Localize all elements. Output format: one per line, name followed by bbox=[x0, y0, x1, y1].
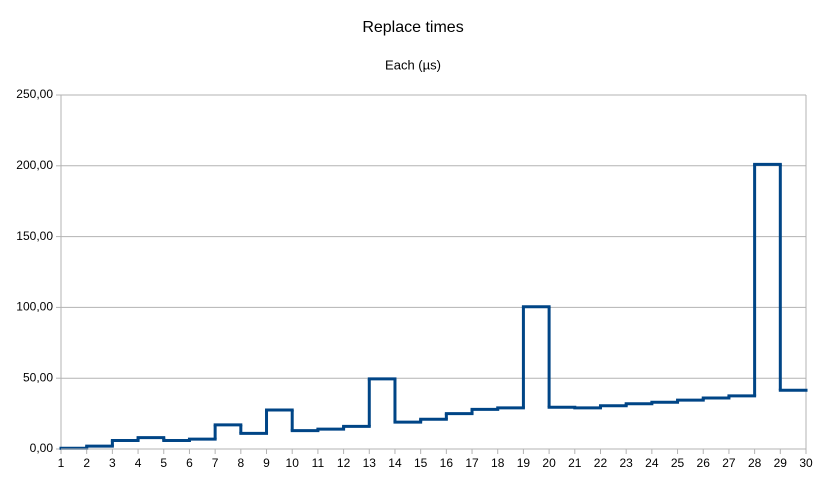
x-tick-label: 9 bbox=[263, 456, 270, 470]
x-tick-label: 19 bbox=[517, 456, 531, 470]
x-tick-label: 25 bbox=[671, 456, 685, 470]
x-tick-label: 7 bbox=[212, 456, 219, 470]
y-tick-label: 250,00 bbox=[16, 87, 53, 101]
x-tick-label: 30 bbox=[799, 456, 813, 470]
x-tick-label: 16 bbox=[440, 456, 454, 470]
x-tick-label: 13 bbox=[363, 456, 377, 470]
x-tick-label: 18 bbox=[491, 456, 505, 470]
x-tick-label: 5 bbox=[160, 456, 167, 470]
x-tick-label: 14 bbox=[388, 456, 402, 470]
x-tick-label: 10 bbox=[286, 456, 300, 470]
x-tick-label: 3 bbox=[109, 456, 116, 470]
x-tick-label: 24 bbox=[645, 456, 659, 470]
x-tick-label: 12 bbox=[337, 456, 351, 470]
y-tick-label: 150,00 bbox=[16, 229, 53, 243]
x-tick-label: 17 bbox=[465, 456, 479, 470]
y-tick-label: 50,00 bbox=[23, 370, 53, 384]
x-tick-label: 29 bbox=[774, 456, 788, 470]
x-tick-label: 28 bbox=[748, 456, 762, 470]
x-tick-label: 26 bbox=[697, 456, 711, 470]
chart-title: Replace times bbox=[362, 19, 463, 36]
x-tick-label: 23 bbox=[619, 456, 633, 470]
x-tick-label: 20 bbox=[542, 456, 556, 470]
x-tick-label: 22 bbox=[594, 456, 608, 470]
x-tick-label: 1 bbox=[58, 456, 65, 470]
x-tick-label: 15 bbox=[414, 456, 428, 470]
x-tick-label: 21 bbox=[568, 456, 582, 470]
y-tick-label: 100,00 bbox=[16, 300, 53, 314]
chart-subtitle: Each (µs) bbox=[385, 57, 441, 72]
y-tick-label: 0,00 bbox=[30, 441, 54, 455]
x-tick-label: 11 bbox=[312, 456, 325, 470]
x-tick-label: 4 bbox=[135, 456, 142, 470]
x-tick-label: 27 bbox=[722, 456, 736, 470]
x-tick-label: 2 bbox=[83, 456, 90, 470]
y-tick-label: 200,00 bbox=[16, 158, 53, 172]
x-tick-label: 8 bbox=[237, 456, 244, 470]
x-tick-label: 6 bbox=[186, 456, 193, 470]
